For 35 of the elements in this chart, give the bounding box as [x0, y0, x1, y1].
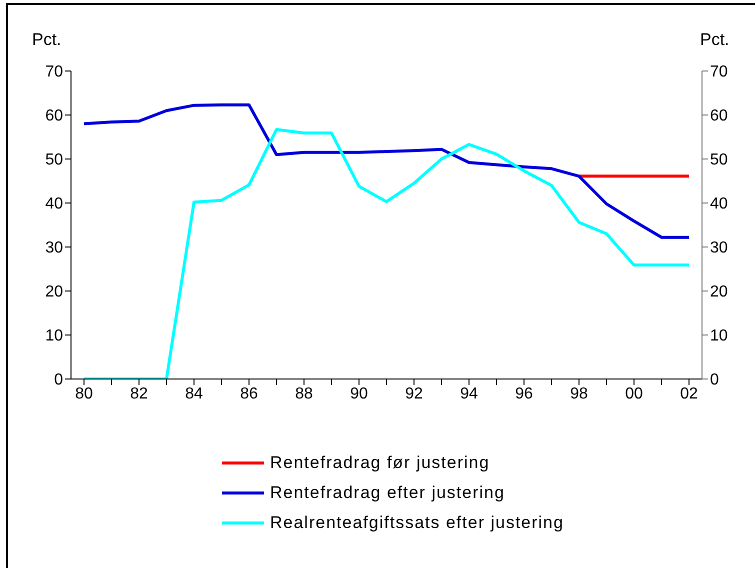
line-series [82, 128, 690, 379]
y2-tick-label: 30 [710, 240, 728, 257]
x-tick-label: 90 [350, 385, 368, 402]
y2-tick-label: 40 [710, 196, 728, 213]
x-tick-label: 96 [515, 385, 533, 402]
y-tick-label: 0 [54, 372, 64, 389]
y-tick-label: 50 [45, 152, 64, 169]
y2-tick-label: 10 [710, 328, 728, 345]
legend-label: Rentefradrag før justering [270, 453, 490, 473]
y2-tick-label: 50 [710, 152, 728, 169]
y2-tick-label: 60 [710, 108, 728, 125]
legend-label: Rentefradrag efter justering [270, 483, 505, 503]
x-tick-label: 92 [405, 385, 423, 402]
y-tick-label: 70 [45, 64, 64, 81]
x-tick-label: 02 [680, 385, 698, 402]
x-tick-label: 80 [75, 385, 93, 402]
legend-label: Realrenteafgiftssats efter justering [270, 513, 564, 533]
x-tick-label: 84 [185, 385, 203, 402]
y-tick-label: 40 [45, 196, 64, 213]
y-axis-title: Pct. [32, 30, 62, 50]
y2-tick-label: 0 [710, 372, 719, 389]
x-tick-label: 00 [625, 385, 643, 402]
y-tick-label: 60 [45, 108, 64, 125]
y2-tick-label: 20 [710, 284, 728, 301]
line-series [82, 103, 690, 239]
y2-axis-title: Pct. [700, 30, 730, 50]
y-tick-label: 30 [45, 240, 64, 257]
x-tick-label: 86 [240, 385, 258, 402]
x-tick-label: 88 [295, 385, 313, 402]
y-tick-label: 20 [45, 284, 64, 301]
y-tick-label: 10 [45, 328, 64, 345]
x-tick-label: 94 [460, 385, 478, 402]
y2-tick-label: 70 [710, 64, 728, 81]
x-tick-label: 82 [130, 385, 148, 402]
x-tick-label: 98 [570, 385, 588, 402]
